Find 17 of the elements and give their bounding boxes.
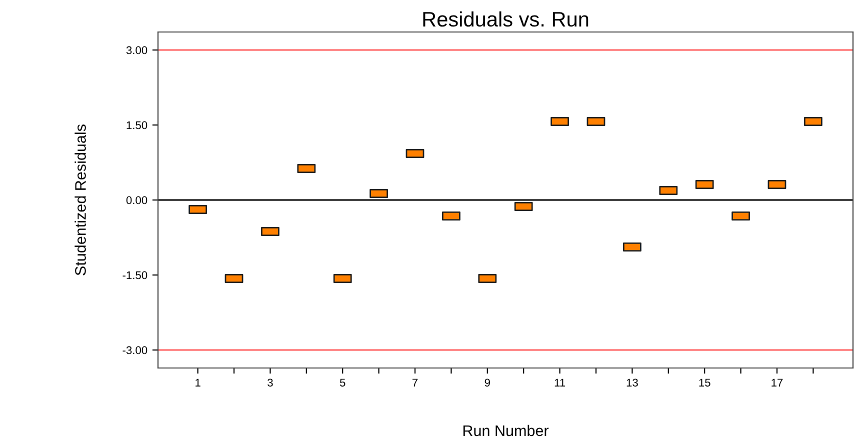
x-tick-label: 17	[772, 378, 783, 386]
x-tick-label: 9	[484, 378, 490, 387]
y-tick-label: 3.00	[126, 46, 148, 54]
x-tick-label: 1	[196, 378, 200, 386]
chart-title: Residuals vs. Run	[423, 11, 588, 27]
y-tick-label: 1.50	[126, 121, 148, 130]
y-tick-label: 0.00	[126, 196, 148, 204]
x-tick-label: 3	[268, 378, 273, 387]
x-tick-label: 7	[412, 378, 418, 386]
x-tick-label: 11	[554, 378, 566, 386]
x-axis-title: Run Number	[463, 424, 549, 436]
x-tick-label: 5	[340, 378, 346, 387]
y-axis-title: Studentized Residuals	[74, 124, 86, 276]
x-tick-label: 13	[626, 378, 638, 387]
y-tick-label: -1.50	[122, 271, 148, 280]
x-tick-label: 15	[699, 378, 710, 387]
y-tick-label: -3.00	[122, 346, 148, 354]
